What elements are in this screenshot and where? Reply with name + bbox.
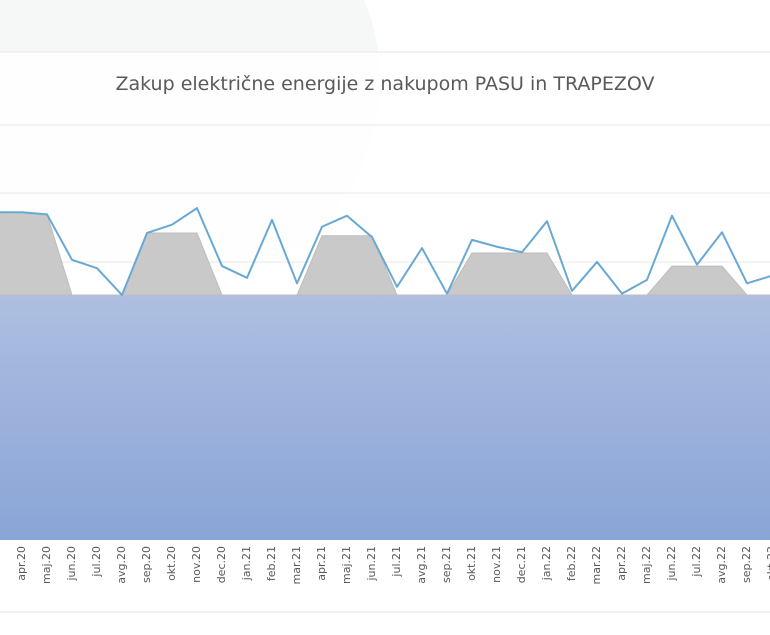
- x-tick-label: avg.20: [115, 546, 128, 584]
- x-tick-label: jan.21: [240, 546, 253, 581]
- x-tick-label: jul.21: [390, 546, 403, 578]
- x-tick-label: okt.22: [765, 546, 770, 581]
- x-tick-label: avg.22: [715, 546, 728, 584]
- x-tick-label: sep.22: [740, 546, 753, 583]
- x-tick-label: jan.22: [540, 546, 553, 581]
- x-tick-label: apr.22: [615, 546, 628, 581]
- x-tick-label: jun.20: [65, 546, 78, 582]
- x-tick-label: maj.21: [340, 546, 353, 584]
- x-tick-label: feb.22: [565, 546, 578, 581]
- x-tick-label: dec.20: [215, 546, 228, 583]
- chart-title: Zakup električne energije z nakupom PASU…: [115, 73, 654, 95]
- x-tick-label: nov.20: [190, 546, 203, 583]
- x-tick-label: jun.21: [365, 546, 378, 582]
- x-tick-label: avg.21: [415, 546, 428, 584]
- x-tick-label: feb.21: [265, 546, 278, 581]
- x-tick-label: mar.22: [590, 546, 603, 584]
- x-tick-label: maj.22: [640, 546, 653, 584]
- x-tick-label: sep.20: [140, 546, 153, 583]
- x-tick-label: nov.21: [490, 546, 503, 583]
- x-tick-label: apr.21: [315, 546, 328, 581]
- plot: mar.20 apr.20 maj.20 jun.20 jul.20 avg.20 sep.…: [0, 207, 770, 584]
- x-tick-label: okt.20: [165, 546, 178, 581]
- x-tick-label: maj.20: [40, 546, 53, 584]
- x-tick-label: jul.22: [690, 546, 703, 578]
- trapezoid-area: [0, 211, 770, 296]
- x-tick-label: sep.21: [440, 546, 453, 583]
- base-area: [0, 295, 770, 540]
- x-tick-label: okt.21: [465, 546, 478, 581]
- x-tick-label: dec.21: [515, 546, 528, 583]
- x-tick-label: jul.20: [90, 546, 103, 578]
- x-tick-label: mar.20: [0, 546, 3, 584]
- x-tick-label: apr.20: [15, 546, 28, 581]
- x-tick-label: mar.21: [290, 546, 303, 584]
- x-tick-label: jun.22: [665, 546, 678, 582]
- total-line: [0, 207, 770, 297]
